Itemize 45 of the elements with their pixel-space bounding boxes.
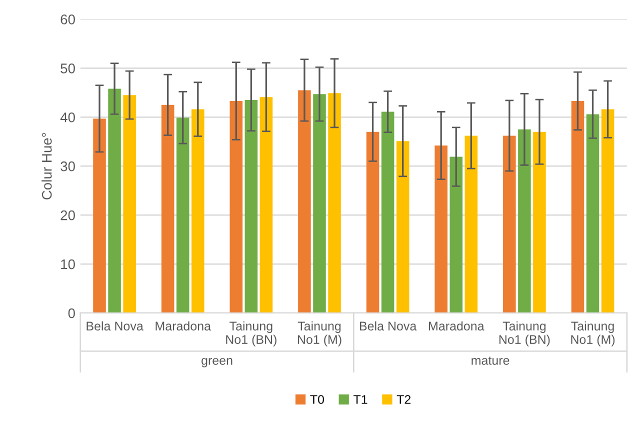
bar (298, 90, 311, 313)
x-tick-label: Maradona (429, 321, 484, 331)
bar (450, 156, 463, 313)
bar (191, 109, 204, 313)
bar (313, 94, 326, 313)
y-tick-label: 60 (60, 14, 75, 24)
bar (434, 146, 448, 313)
bar (396, 141, 410, 313)
bar (518, 129, 531, 313)
bar (161, 104, 174, 313)
bar (230, 100, 243, 313)
x-tick-label: Tainung No1 (M) (298, 321, 342, 346)
bar (366, 132, 380, 313)
bar (571, 100, 584, 313)
text: mature (472, 356, 510, 365)
x-tick-label: Tainung No1 (BN) (499, 321, 550, 346)
bar (176, 118, 190, 313)
x-tick-label: Tainung No1 (BN) (226, 321, 276, 346)
legend-label: T0 (310, 395, 324, 404)
y-tick-label: 10 (61, 259, 75, 270)
legend-label: T1 (354, 395, 368, 404)
bar (503, 136, 516, 313)
bar (464, 136, 478, 313)
y-axis-title: Colur Hue° (42, 132, 52, 200)
x-tick-label: Bela Nova (86, 321, 144, 331)
y-tick-label: 0 (68, 308, 75, 318)
text: green (202, 358, 232, 368)
y-tick-label: 50 (60, 64, 75, 74)
bar (244, 100, 258, 313)
x-tick-label: Bela Nova (360, 321, 417, 331)
y-tick-label: 20 (60, 210, 75, 220)
bar (93, 118, 106, 313)
bar (381, 112, 394, 313)
x-tick-label: Maradona (156, 321, 211, 331)
bar (533, 132, 546, 313)
bar (328, 93, 341, 313)
legend-label: T2 (396, 395, 411, 404)
bar (123, 95, 136, 313)
bar (260, 97, 273, 313)
bar (108, 88, 121, 313)
y-tick-label: 30 (60, 161, 75, 172)
y-tick-label: 40 (60, 112, 75, 122)
x-tick-label: Tainung No1 (M) (571, 321, 615, 346)
bar (586, 114, 600, 313)
bar (601, 109, 614, 313)
